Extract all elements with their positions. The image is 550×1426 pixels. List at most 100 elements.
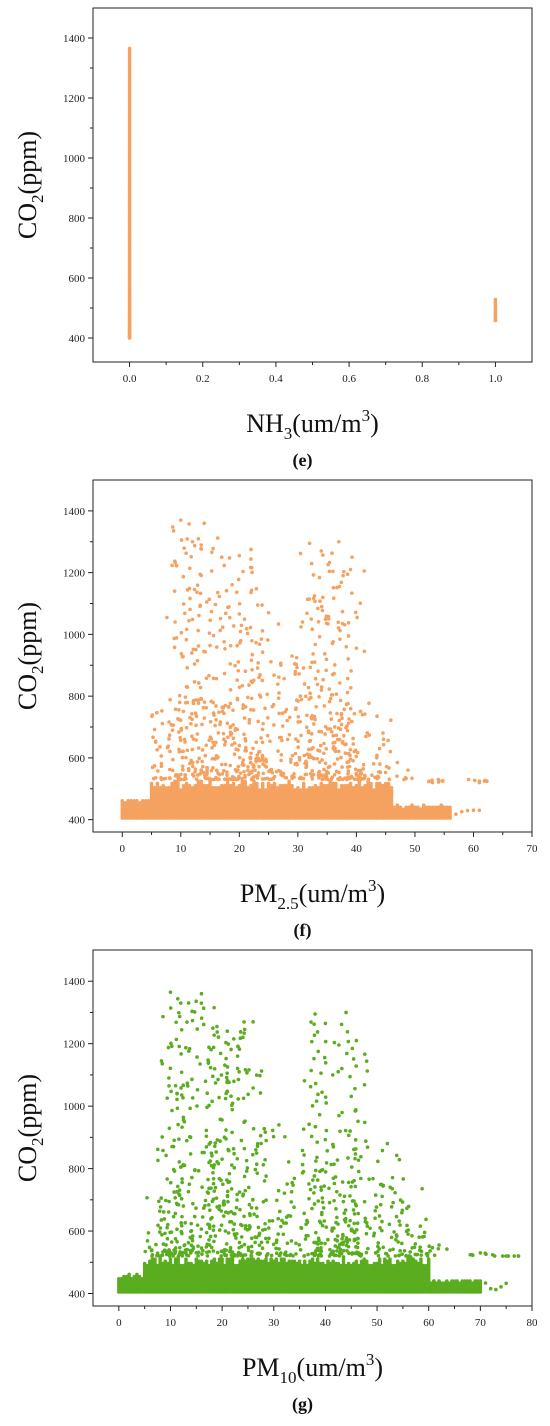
data-point [322, 704, 327, 708]
data-point [173, 620, 177, 624]
data-point [204, 676, 209, 681]
data-point [249, 557, 253, 561]
data-point [416, 805, 420, 810]
data-point [238, 629, 243, 634]
data-point [179, 728, 184, 732]
data-point [220, 762, 224, 767]
data-point [311, 596, 316, 601]
data-point [355, 615, 359, 620]
data-point [326, 1259, 330, 1264]
data-point [203, 776, 208, 780]
data-point [186, 1240, 191, 1245]
data-point [280, 711, 285, 716]
data-point [363, 774, 367, 779]
data-point [398, 805, 403, 810]
data-point [190, 1096, 195, 1100]
data-point [407, 805, 411, 810]
data-point [191, 698, 196, 703]
data-point [180, 764, 185, 769]
data-point [270, 704, 275, 709]
data-point [315, 682, 320, 687]
data-point [338, 637, 342, 641]
y-tick-label: 1000 [63, 153, 86, 165]
data-point [317, 575, 322, 580]
data-point [289, 760, 293, 764]
data-point [266, 716, 270, 720]
data-point [328, 727, 333, 731]
data-point [216, 731, 221, 735]
data-point [327, 699, 332, 704]
data-point [322, 741, 326, 746]
data-point [236, 764, 241, 769]
data-point [331, 585, 336, 590]
data-point [309, 732, 314, 736]
data-point [263, 764, 267, 768]
data-point [381, 731, 385, 735]
data-point [346, 621, 351, 625]
data-point [234, 786, 239, 790]
y-tick-label: 1400 [63, 506, 86, 518]
data-point [138, 801, 142, 805]
data-point [281, 771, 286, 776]
data-point [419, 1257, 423, 1261]
data-point [174, 1020, 178, 1025]
data-point [211, 1045, 216, 1050]
data-point [177, 1160, 182, 1164]
data-point [167, 776, 172, 780]
data-point [260, 650, 265, 654]
data-point [339, 722, 344, 727]
data-point [183, 773, 188, 777]
data-point [226, 605, 230, 610]
data-point [186, 767, 191, 771]
data-point [254, 1148, 258, 1152]
data-point [346, 765, 350, 769]
data-point [246, 768, 250, 773]
data-point [309, 695, 313, 700]
data-point [298, 694, 303, 698]
data-point [404, 805, 408, 810]
data-point [344, 644, 349, 649]
data-point [205, 1091, 210, 1095]
data-point [202, 716, 207, 720]
data-point [263, 1221, 267, 1226]
data-point [150, 765, 155, 770]
data-point [159, 764, 164, 769]
data-point [284, 1261, 289, 1266]
data-point [271, 1259, 276, 1264]
data-point [205, 1250, 209, 1255]
data-point [191, 737, 196, 741]
data-point [307, 755, 311, 760]
data-point [173, 1246, 178, 1250]
data-point [256, 719, 260, 724]
data-point [249, 1253, 253, 1258]
data-point [339, 783, 344, 788]
data-point [259, 736, 263, 740]
data-point [181, 783, 186, 788]
data-point [198, 572, 202, 577]
data-point [258, 758, 263, 763]
data-point [205, 771, 209, 775]
data-point [195, 1027, 200, 1031]
data-point [378, 781, 382, 786]
data-point [290, 753, 295, 758]
data-point [185, 588, 190, 592]
data-point [282, 1191, 287, 1195]
data-point [308, 772, 313, 776]
data-point [465, 1279, 470, 1283]
data-point [184, 637, 189, 642]
data-point [242, 1120, 246, 1124]
data-point [315, 1257, 320, 1261]
data-point [327, 569, 332, 574]
data-point [334, 692, 339, 696]
data-point [393, 1263, 397, 1268]
data-point [231, 776, 236, 781]
data-point [342, 622, 347, 627]
data-point [212, 743, 217, 748]
data-point [230, 582, 234, 587]
data-point [339, 1263, 343, 1268]
data-point [377, 1257, 382, 1261]
data-point [243, 748, 247, 753]
data-point [256, 661, 261, 665]
data-point [225, 1065, 230, 1069]
data-point [199, 1259, 204, 1264]
